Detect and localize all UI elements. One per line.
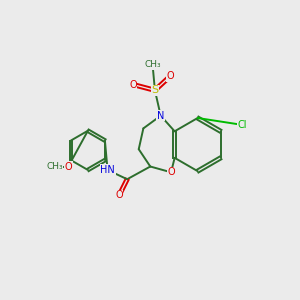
Text: S: S (151, 85, 158, 95)
Text: O: O (166, 71, 174, 81)
Text: O: O (129, 80, 137, 89)
Text: CH₃: CH₃ (46, 162, 63, 171)
Text: O: O (167, 167, 175, 177)
Text: N: N (157, 111, 164, 121)
Text: Cl: Cl (238, 120, 247, 130)
Text: O: O (115, 190, 123, 200)
Text: HN: HN (100, 165, 115, 175)
Text: O: O (64, 161, 72, 172)
Text: CH₃: CH₃ (144, 60, 161, 69)
